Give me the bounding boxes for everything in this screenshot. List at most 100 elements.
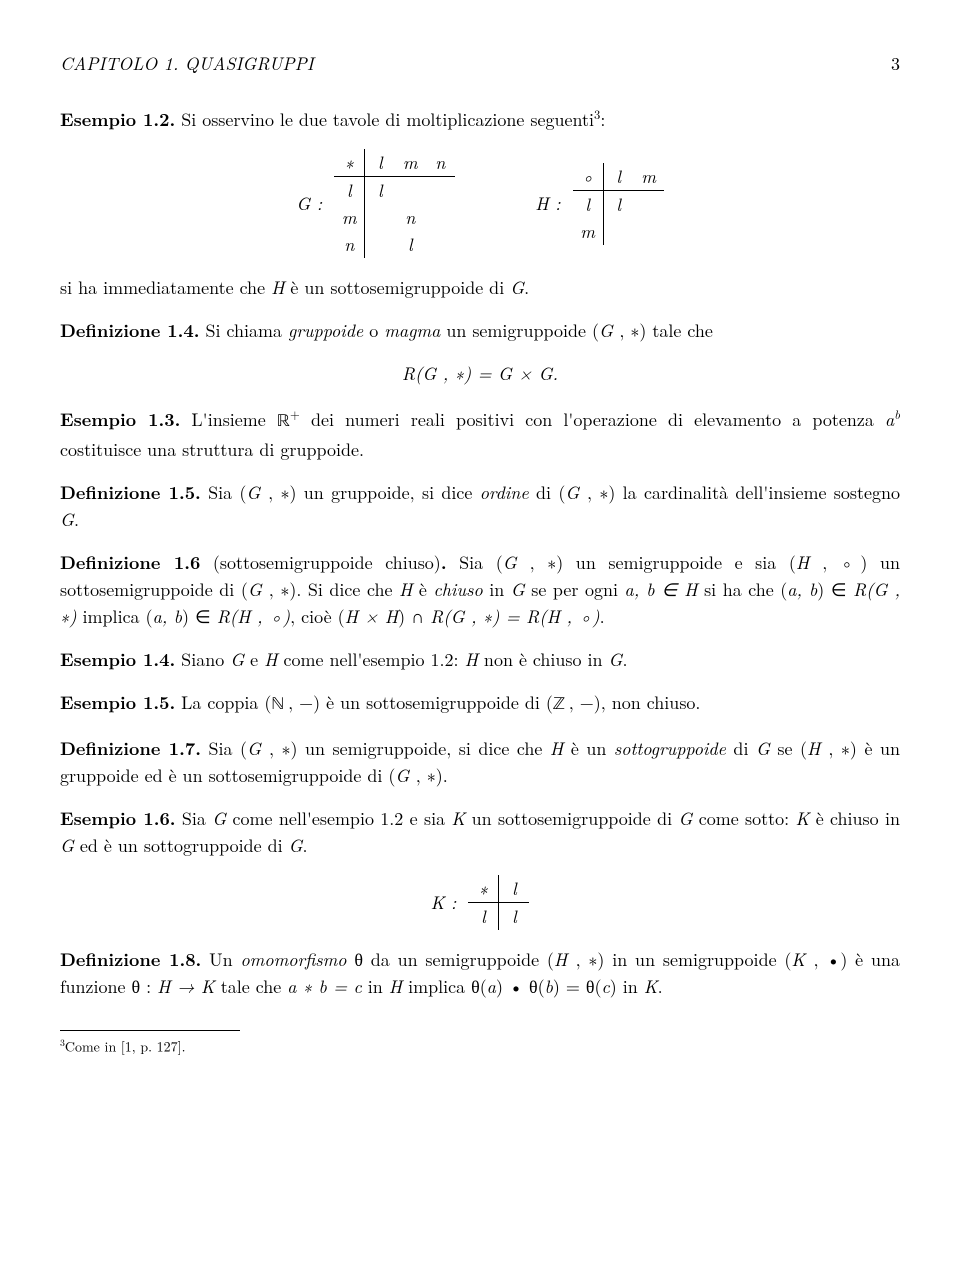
footnote: 3Come in [1, p. 127]. — [60, 1035, 900, 1058]
cell: ◦ — [573, 163, 604, 191]
t: G — [511, 577, 525, 602]
definizione-1-8: Definizione 1.8. Un omomorfismo θ da un … — [60, 946, 900, 1000]
cell: l — [395, 231, 425, 258]
t: H — [550, 736, 563, 761]
t: ) in — [610, 974, 644, 999]
t: a — [885, 407, 894, 432]
t: un semigruppoide ( — [440, 318, 599, 343]
label: Esempio 1.3. — [60, 407, 180, 432]
table-G-wrap: G : ∗ l m n l l m n n — [296, 149, 455, 258]
table-G-label: G : — [296, 190, 322, 217]
t: . — [600, 604, 605, 629]
t: , ∗) un semigruppoide e sia ( — [530, 550, 796, 575]
t: G — [503, 550, 530, 575]
t: se per ogni — [525, 577, 625, 602]
cell: m — [573, 218, 604, 245]
t: G — [60, 833, 74, 858]
t: chiuso — [433, 577, 482, 602]
t: . — [524, 275, 529, 300]
equation: R(G , ∗) = G × G. — [402, 361, 558, 386]
t: , −) è un sottosemigruppoide di ( — [288, 690, 553, 715]
footnote-rule — [60, 1030, 240, 1031]
t: Siano — [175, 647, 230, 672]
t: a, b — [153, 604, 182, 629]
t: (sottosemigruppoide chiuso) — [200, 550, 441, 575]
t: tale che — [215, 974, 287, 999]
cell: l — [603, 163, 634, 191]
t: G — [510, 275, 524, 300]
t: R(H , ◦) — [217, 604, 290, 629]
eq-1-4: R(G , ∗) = G × G. — [60, 360, 900, 387]
cell — [603, 218, 634, 245]
t: G — [246, 480, 268, 505]
label: Definizione 1.4. — [60, 318, 199, 343]
definizione-1-7: Definizione 1.7. Sia (G , ∗) un semigrup… — [60, 735, 900, 789]
t: è chiuso in — [809, 806, 900, 831]
table-K: ∗ l l l — [468, 875, 529, 930]
t: ) ∈ — [817, 577, 853, 602]
table-K-wrap: K : ∗ l l l — [431, 875, 530, 930]
t: H → K — [157, 974, 215, 999]
t: è — [412, 577, 433, 602]
esempio-1-4: Esempio 1.4. Siano G e H come nell'esemp… — [60, 646, 900, 673]
cell — [634, 190, 664, 218]
t: H — [271, 275, 284, 300]
t: H — [796, 550, 822, 575]
t: come sotto: — [692, 806, 795, 831]
t: se ( — [770, 736, 807, 761]
t: dei numeri reali positivi con l'operazio… — [300, 407, 885, 432]
t: , cioè ( — [290, 604, 345, 629]
t: , ∗) la cardinalità dell'insieme sostegn… — [587, 480, 900, 505]
t: , ∗) in un semigruppoide ( — [576, 947, 792, 972]
t: Si chiama — [199, 318, 288, 343]
cell: n — [425, 149, 455, 177]
t: R(G , ∗) = R(H , ◦) — [430, 604, 600, 629]
t: , ∗) un gruppoide, si dice — [268, 480, 480, 505]
t: . — [622, 647, 627, 672]
t: o — [363, 318, 384, 343]
t: G — [248, 577, 269, 602]
t: sottogruppoide — [614, 736, 726, 761]
label: Esempio 1.6. — [60, 806, 176, 831]
t: non è chiuso in — [478, 647, 609, 672]
cell — [634, 218, 664, 245]
label: Definizione 1.6 — [60, 550, 200, 575]
cell: l — [573, 190, 604, 218]
cell: ∗ — [334, 149, 365, 177]
esempio-1-6: Esempio 1.6. Sia G come nell'esempio 1.2… — [60, 805, 900, 859]
t: θ da un semigruppoide ( — [347, 947, 554, 972]
t: ) • θ( — [496, 974, 545, 999]
table-H-label: H : — [535, 190, 560, 217]
t: , ∗) un semigruppoide, si dice che — [269, 736, 550, 761]
tables-row: G : ∗ l m n l l m n n — [60, 149, 900, 258]
t: in — [362, 974, 389, 999]
t: ) ∈ — [182, 604, 217, 629]
t: G — [609, 647, 623, 672]
t: e — [244, 647, 264, 672]
label: Definizione 1.5. — [60, 480, 201, 505]
t: un sottosemigruppoide di — [465, 806, 678, 831]
t: Sia ( — [447, 550, 503, 575]
t: ed è un sottogruppoide di — [74, 833, 289, 858]
text: Si osservino le due tavole di moltiplica… — [181, 107, 594, 132]
table-K-row: K : ∗ l l l — [60, 875, 900, 930]
label: Definizione 1.7. — [60, 736, 201, 761]
t: magma — [384, 318, 440, 343]
t: di ( — [529, 480, 566, 505]
t: La coppia ( — [175, 690, 271, 715]
label: Esempio 1.5. — [60, 690, 175, 715]
t: ordine — [480, 480, 529, 505]
t: G — [289, 833, 303, 858]
cell: n — [395, 204, 425, 231]
definizione-1-6: Definizione 1.6 (sottosemigruppoide chiu… — [60, 549, 900, 630]
header-left: CAPITOLO 1. QUASIGRUPPI — [60, 50, 314, 77]
t: omomorfismo — [240, 947, 346, 972]
colon: : — [600, 107, 605, 132]
t: Sia ( — [201, 480, 247, 505]
t: G — [565, 480, 587, 505]
t: H — [389, 974, 402, 999]
cell: m — [634, 163, 664, 191]
cell: l — [499, 903, 530, 931]
t: Un — [201, 947, 240, 972]
t: è un — [563, 736, 614, 761]
